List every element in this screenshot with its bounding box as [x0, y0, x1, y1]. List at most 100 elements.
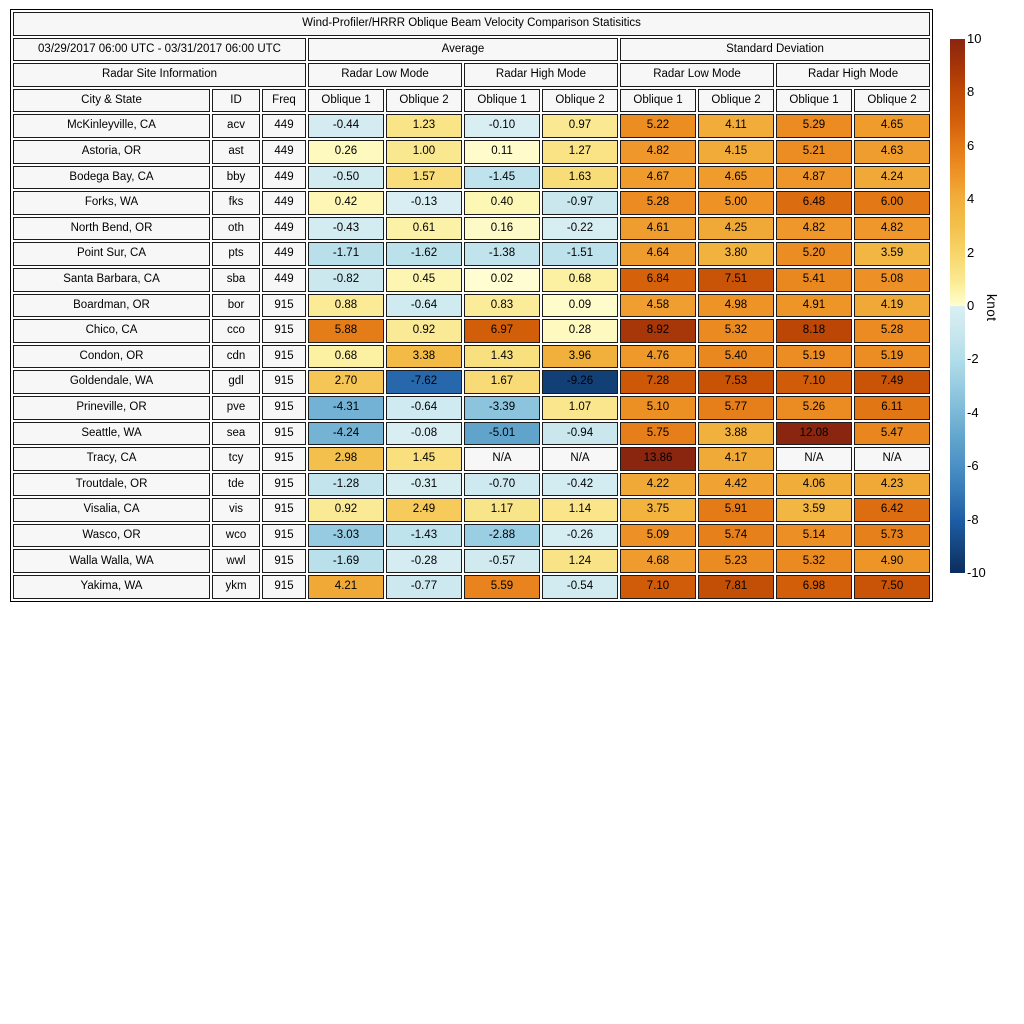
id-cell: bby — [212, 165, 260, 190]
value-cell: 5.26 — [776, 395, 852, 420]
city-cell: Walla Walla, WA — [13, 549, 210, 574]
id-cell: sba — [212, 267, 260, 292]
value-cell: 5.19 — [854, 344, 931, 369]
city-cell: Tracy, CA — [13, 447, 210, 471]
id-cell: vis — [212, 498, 260, 522]
value-cell: -0.64 — [386, 395, 462, 420]
value-cell: 7.51 — [698, 267, 774, 292]
header-std-high-mode: Radar High Mode — [776, 63, 931, 87]
value-cell: -1.51 — [542, 242, 618, 266]
value-cell: -0.26 — [542, 523, 618, 548]
title-row: Wind-Profiler/HRRR Oblique Beam Velocity… — [13, 12, 931, 36]
city-cell: Troutdale, OR — [13, 472, 210, 497]
id-cell: ast — [212, 139, 260, 164]
col-header-avg-low-oblique2: Oblique 2 — [386, 88, 462, 113]
table-row: Boardman, OR bor 915 0.88 -0.64 0.83 0.09 4.58 4… — [13, 293, 931, 318]
value-cell: 1.24 — [542, 549, 618, 574]
value-cell: -9.26 — [542, 370, 618, 394]
value-cell: 6.84 — [620, 267, 696, 292]
value-cell: 4.17 — [698, 447, 774, 471]
value-cell: -3.39 — [464, 395, 540, 420]
table-row: Prineville, OR pve 915 -4.31 -0.64 -3.39 1.07 5… — [13, 395, 931, 420]
table-body: McKinleyville, CA acv 449 -0.44 1.23 -0.10 0.9… — [13, 114, 931, 599]
value-cell: 6.48 — [776, 191, 852, 215]
value-cell: -4.31 — [308, 395, 384, 420]
colorbar-tick-label: -6 — [967, 458, 979, 474]
col-header-city-state: City & State — [13, 88, 210, 113]
table-row: Forks, WA fks 449 0.42 -0.13 0.40 -0.97 5.28 5.0… — [13, 191, 931, 215]
col-header-id: ID — [212, 88, 260, 113]
value-cell: 0.83 — [464, 293, 540, 318]
col-header-avg-high-oblique2: Oblique 2 — [542, 88, 618, 113]
table-row: Goldendale, WA gdl 915 2.70 -7.62 1.67 -9.26 7.… — [13, 370, 931, 394]
value-cell: 1.67 — [464, 370, 540, 394]
value-cell: 0.40 — [464, 191, 540, 215]
freq-cell: 915 — [262, 370, 306, 394]
colorbar-tick-label: 0 — [967, 298, 975, 313]
table-row: North Bend, OR oth 449 -0.43 0.61 0.16 -0.22 4.… — [13, 216, 931, 241]
col-header-std-high-oblique2: Oblique 2 — [854, 88, 931, 113]
value-cell: 4.90 — [854, 549, 931, 574]
value-cell: -0.31 — [386, 472, 462, 497]
colorbar-tick-label: -8 — [967, 511, 979, 527]
value-cell: -0.42 — [542, 472, 618, 497]
colorbar-tick-label: -2 — [967, 351, 979, 367]
colorbar-unit-label: knot — [984, 294, 999, 322]
colorbar-tick-label: 6 — [967, 137, 975, 153]
id-cell: tde — [212, 472, 260, 497]
city-cell: Goldendale, WA — [13, 370, 210, 394]
value-cell: 1.45 — [386, 447, 462, 471]
table-row: Astoria, OR ast 449 0.26 1.00 0.11 1.27 4.82 4.1… — [13, 139, 931, 164]
value-cell: 5.32 — [698, 319, 774, 343]
table-row: Yakima, WA ykm 915 4.21 -0.77 5.59 -0.54 7.10 7.… — [13, 575, 931, 599]
city-cell: Prineville, OR — [13, 395, 210, 420]
mode-header-row: Radar Site Information Radar Low Mode Ra… — [13, 63, 931, 87]
value-cell: -0.44 — [308, 114, 384, 138]
id-cell: ykm — [212, 575, 260, 599]
city-cell: Boardman, OR — [13, 293, 210, 318]
value-cell: -0.70 — [464, 472, 540, 497]
value-cell: 4.82 — [620, 139, 696, 164]
city-cell: Wasco, OR — [13, 523, 210, 548]
freq-cell: 915 — [262, 498, 306, 522]
col-header-avg-high-oblique1: Oblique 1 — [464, 88, 540, 113]
value-cell: -0.94 — [542, 421, 618, 446]
col-header-freq: Freq — [262, 88, 306, 113]
col-header-std-low-oblique1: Oblique 1 — [620, 88, 696, 113]
value-cell: 0.16 — [464, 216, 540, 241]
table-row: Walla Walla, WA wwl 915 -1.69 -0.28 -0.57 1.24… — [13, 549, 931, 574]
value-cell: 4.64 — [620, 242, 696, 266]
value-cell: -0.22 — [542, 216, 618, 241]
value-cell: 6.98 — [776, 575, 852, 599]
value-cell: -2.88 — [464, 523, 540, 548]
value-cell: 0.88 — [308, 293, 384, 318]
id-cell: cdn — [212, 344, 260, 369]
value-cell: 5.10 — [620, 395, 696, 420]
value-cell: 6.97 — [464, 319, 540, 343]
value-cell: 4.76 — [620, 344, 696, 369]
value-cell: -0.28 — [386, 549, 462, 574]
header-average: Average — [308, 37, 618, 62]
value-cell: 3.96 — [542, 344, 618, 369]
colorbar-tick-label: 8 — [967, 84, 975, 100]
value-cell: 4.23 — [854, 472, 931, 497]
value-cell: -0.43 — [308, 216, 384, 241]
value-cell: 0.68 — [542, 267, 618, 292]
freq-cell: 915 — [262, 472, 306, 497]
value-cell: -5.01 — [464, 421, 540, 446]
city-cell: McKinleyville, CA — [13, 114, 210, 138]
freq-cell: 915 — [262, 293, 306, 318]
value-cell: 8.18 — [776, 319, 852, 343]
value-cell: 0.11 — [464, 139, 540, 164]
freq-cell: 449 — [262, 242, 306, 266]
value-cell: -0.77 — [386, 575, 462, 599]
value-cell: 3.75 — [620, 498, 696, 522]
freq-cell: 915 — [262, 549, 306, 574]
value-cell: 4.87 — [776, 165, 852, 190]
table-title: Wind-Profiler/HRRR Oblique Beam Velocity… — [13, 12, 931, 36]
value-cell: 4.65 — [698, 165, 774, 190]
value-cell: 5.28 — [854, 319, 931, 343]
freq-cell: 449 — [262, 267, 306, 292]
value-cell: 1.14 — [542, 498, 618, 522]
value-cell: 0.92 — [386, 319, 462, 343]
